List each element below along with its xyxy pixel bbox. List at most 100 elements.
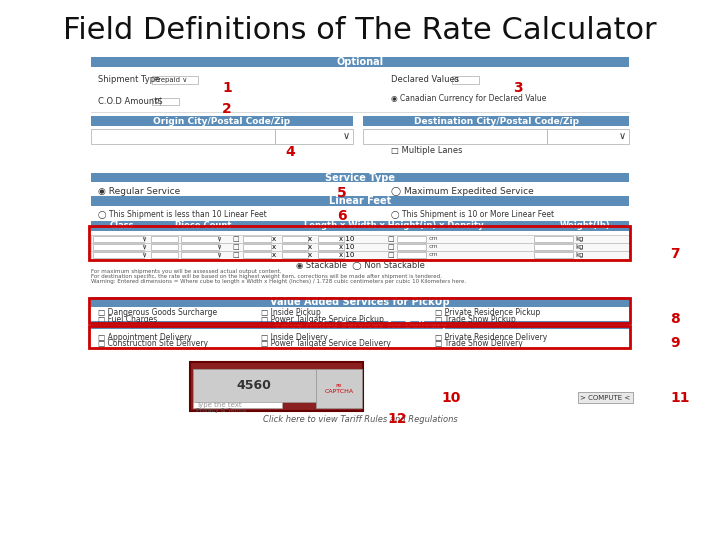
Text: □: □	[233, 252, 239, 258]
Bar	[91, 297, 629, 307]
Text: 7: 7	[670, 247, 680, 261]
Text: > COMPUTE <: > COMPUTE <	[580, 395, 631, 401]
Bar	[181, 235, 219, 242]
Bar	[181, 252, 219, 258]
Bar	[547, 129, 629, 144]
Text: □ Inside Delivery: □ Inside Delivery	[261, 333, 328, 342]
Bar	[89, 298, 630, 323]
Text: 4: 4	[285, 145, 294, 159]
Text: Destination City/Postal Code/Zip: Destination City/Postal Code/Zip	[414, 117, 579, 126]
Text: cm: cm	[428, 237, 438, 241]
Text: □ Power Tailgate Service Delivery: □ Power Tailgate Service Delivery	[261, 339, 391, 348]
Text: Linear Feet: Linear Feet	[329, 195, 391, 206]
Text: x 10: x 10	[338, 244, 354, 250]
Bar	[93, 252, 144, 258]
Text: x: x	[307, 236, 312, 242]
Text: kg: kg	[575, 236, 584, 242]
Text: 11: 11	[670, 391, 690, 405]
Text: Value Added Services for PickUp: Value Added Services for PickUp	[270, 296, 450, 307]
Bar	[243, 244, 271, 250]
Bar	[152, 98, 179, 105]
Text: x: x	[271, 244, 276, 250]
Text: x: x	[307, 252, 312, 258]
Text: 0: 0	[454, 77, 458, 83]
Text: ◯ This Shipment is 10 or More Linear Feet: ◯ This Shipment is 10 or More Linear Fee…	[391, 210, 554, 219]
Text: ∨: ∨	[141, 236, 146, 242]
Bar	[318, 244, 343, 250]
Text: □: □	[233, 236, 239, 242]
Text: Origin City/Postal Code/Zip: Origin City/Postal Code/Zip	[153, 117, 291, 126]
Bar	[282, 252, 307, 258]
Text: Prepaid ∨: Prepaid ∨	[154, 77, 187, 83]
Bar	[150, 252, 178, 258]
Bar	[282, 235, 307, 242]
Text: Field Definitions of The Rate Calculator: Field Definitions of The Rate Calculator	[63, 16, 657, 45]
Text: Service Type: Service Type	[325, 173, 395, 183]
Text: kg: kg	[575, 244, 584, 250]
Text: Piece Count: Piece Count	[175, 221, 232, 231]
Text: Click here to view Tariff Rules and Regulations: Click here to view Tariff Rules and Regu…	[263, 415, 457, 424]
Bar	[452, 76, 480, 84]
Text: □ Power Tailgate Service Pickup: □ Power Tailgate Service Pickup	[261, 315, 384, 324]
Text: □ Private Residence Delivery: □ Private Residence Delivery	[435, 333, 547, 342]
Text: kg: kg	[575, 252, 584, 258]
Text: □ Private Residence Pickup: □ Private Residence Pickup	[435, 308, 540, 318]
Bar	[318, 252, 343, 258]
Text: Shipment Type: Shipment Type	[98, 75, 160, 84]
Text: ∨: ∨	[141, 252, 146, 258]
Bar	[193, 369, 315, 402]
Text: C.O.D Amount$: C.O.D Amount$	[98, 96, 163, 105]
Text: □ Inside Pickup: □ Inside Pickup	[261, 308, 321, 318]
Text: 10: 10	[442, 391, 462, 405]
Bar	[189, 362, 364, 411]
Text: ∨: ∨	[216, 244, 222, 250]
Text: □: □	[387, 236, 394, 242]
Bar	[193, 402, 282, 408]
Bar	[89, 226, 630, 260]
Bar	[152, 76, 199, 84]
Text: Weight(lb): Weight(lb)	[559, 221, 611, 231]
Text: □: □	[387, 252, 394, 258]
Text: □ Fuel Charges: □ Fuel Charges	[98, 315, 157, 324]
Bar	[534, 235, 573, 242]
Text: Length x Width x Height(in) x Density: Length x Width x Height(in) x Density	[305, 221, 484, 231]
Bar	[275, 129, 354, 144]
Bar	[534, 252, 573, 258]
Bar	[364, 116, 629, 126]
Text: x 10: x 10	[338, 236, 354, 242]
Text: ◯ This Shipment is less than 10 Linear Feet: ◯ This Shipment is less than 10 Linear F…	[98, 210, 266, 219]
Text: For maximum shipments you will be assessed actual output content.: For maximum shipments you will be assess…	[91, 268, 282, 274]
Text: □ Trade Show Pickup: □ Trade Show Pickup	[435, 315, 516, 324]
Text: Optional: Optional	[336, 57, 384, 67]
Text: ◉ Regular Service: ◉ Regular Service	[98, 186, 180, 195]
Text: 12: 12	[387, 413, 407, 427]
Bar	[93, 244, 144, 250]
Bar	[150, 244, 178, 250]
Bar	[364, 129, 547, 144]
Bar	[91, 251, 629, 259]
Text: 9: 9	[670, 335, 680, 349]
Text: 6: 6	[337, 210, 346, 223]
Text: ∨: ∨	[141, 244, 146, 250]
Text: cm: cm	[428, 253, 438, 258]
Text: re
CAPTCHA: re CAPTCHA	[324, 383, 354, 394]
Text: Declared Values: Declared Values	[391, 75, 459, 84]
Bar	[397, 244, 426, 250]
Bar	[534, 244, 573, 250]
Text: □ Construction Site Delivery: □ Construction Site Delivery	[98, 339, 207, 348]
Bar	[91, 173, 629, 183]
Bar	[243, 252, 271, 258]
Text: x: x	[307, 244, 312, 250]
Bar	[91, 57, 629, 67]
Text: x 10: x 10	[338, 252, 354, 258]
Text: 8: 8	[670, 313, 680, 326]
Text: ◯ Maximum Expedited Service: ◯ Maximum Expedited Service	[391, 186, 534, 195]
Text: 1: 1	[222, 82, 232, 96]
Bar	[397, 235, 426, 242]
Bar	[181, 244, 219, 250]
Text: 5: 5	[337, 186, 346, 200]
Bar	[91, 242, 629, 251]
Text: 0: 0	[154, 98, 158, 104]
Text: □: □	[233, 244, 239, 250]
Text: Class: Class	[109, 221, 134, 231]
